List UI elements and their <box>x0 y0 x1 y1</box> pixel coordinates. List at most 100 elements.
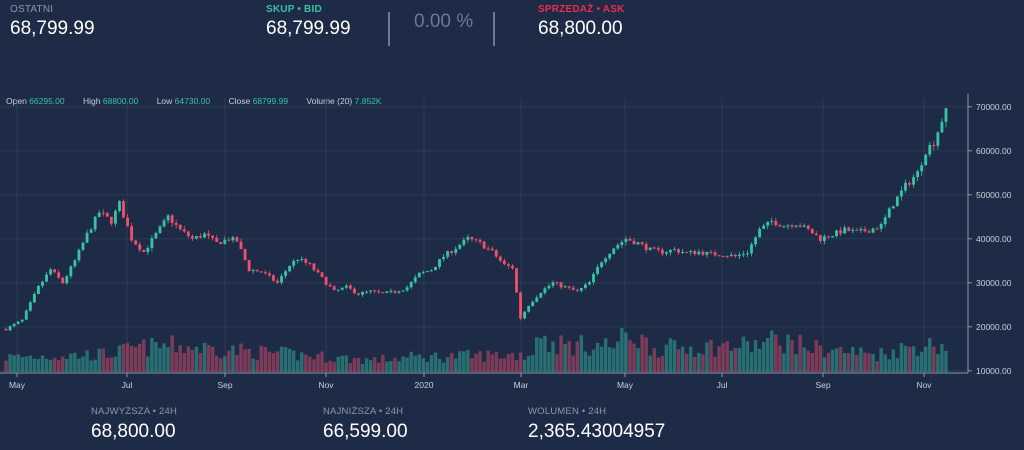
candle-body <box>203 233 206 238</box>
volume-bar <box>81 356 85 372</box>
volume-bar <box>336 356 340 372</box>
y-tick-label: 20000.00 <box>976 322 1012 332</box>
volume-bar <box>887 359 891 372</box>
candle-body <box>336 289 340 291</box>
volume-bar <box>158 348 162 372</box>
volume-bar <box>385 361 389 372</box>
candle-body <box>705 251 709 255</box>
volume-bar <box>899 343 904 372</box>
candle-body <box>563 286 567 288</box>
volume-bar <box>381 354 385 372</box>
volume-bar <box>539 338 543 372</box>
candle-body <box>450 251 454 253</box>
candle-body <box>4 329 8 331</box>
price-chart[interactable]: 70000.00 60000.00 50000.00 40000.00 30000.00… <box>0 90 1024 400</box>
candle-body <box>551 282 555 286</box>
ticker-bar: OSTATNI 68,799.99 SKUP • BID 68,799.99 0… <box>0 0 1024 60</box>
volume-bar <box>794 354 798 372</box>
volume-bar <box>486 350 490 372</box>
volume-bar <box>684 353 689 372</box>
chart-grid <box>0 98 968 373</box>
candle-body <box>276 280 279 283</box>
candle-body <box>794 225 798 227</box>
volume-bar <box>344 355 349 372</box>
candle-body <box>405 287 409 291</box>
volume-bar <box>251 358 255 372</box>
volume-bar <box>591 349 596 372</box>
volume-bar <box>154 341 158 372</box>
low-24h-block: NAJNIŻSZA • 24H 66,599.00 <box>323 406 408 443</box>
volume-bar <box>223 356 227 372</box>
candle-body <box>166 215 170 221</box>
candle-body <box>186 231 190 237</box>
volume-bar <box>932 346 936 372</box>
candle-body <box>385 291 389 294</box>
candle-body <box>89 229 93 233</box>
candle-body <box>357 293 360 295</box>
close-label: Close <box>228 96 251 106</box>
volume-bar <box>863 352 867 372</box>
candle-body <box>32 293 36 303</box>
candle-body <box>397 291 401 293</box>
volume-bar <box>745 341 750 372</box>
change-block: 0.00 % <box>414 8 473 33</box>
candle-body <box>766 221 770 226</box>
candle-body <box>438 259 441 267</box>
volume-bar <box>871 353 875 372</box>
volume-bar <box>632 343 636 372</box>
candle-body <box>77 249 81 261</box>
volume-bar <box>462 351 466 372</box>
volume-24h-value: 2,365.43004957 <box>528 421 666 442</box>
volume-bar <box>478 351 482 372</box>
candle-body <box>928 145 932 155</box>
candle-body <box>227 239 231 241</box>
candle-body <box>97 212 101 217</box>
candle-body <box>389 290 393 292</box>
candle-body <box>932 145 936 147</box>
volume-bar <box>85 350 89 372</box>
y-tick-label: 50000.00 <box>976 190 1012 200</box>
y-tick-label: 60000.00 <box>976 146 1012 156</box>
stats-bar: NAJWYŻSZA • 24H 68,800.00 NAJNIŻSZA • 24… <box>0 404 1024 450</box>
candle-body <box>677 249 680 253</box>
candle-body <box>247 260 251 272</box>
candle-body <box>709 251 713 253</box>
volume-bar <box>133 347 138 372</box>
candle-body <box>567 286 571 288</box>
volume-bar <box>65 359 69 372</box>
volume-bar <box>231 345 235 372</box>
x-tick-label: Mar <box>514 380 529 390</box>
volume-bar <box>150 337 154 372</box>
volume-bar <box>603 338 608 372</box>
open-value: 66295.00 <box>29 96 65 106</box>
candle-body <box>608 254 612 259</box>
candle-body <box>37 285 40 294</box>
candle-body <box>442 256 446 260</box>
candle-body <box>583 284 587 288</box>
candle-body <box>316 270 320 273</box>
volume-bar <box>454 358 458 372</box>
volume-bar <box>717 346 721 372</box>
candle-body <box>855 229 859 231</box>
candle-body <box>353 288 356 294</box>
volume-bar <box>89 360 93 372</box>
volume-bar <box>567 341 571 372</box>
volume-bar <box>263 347 268 372</box>
candle-body <box>28 302 32 311</box>
volume-bar <box>770 330 774 372</box>
candle-body <box>875 228 879 230</box>
volume-bar <box>437 358 442 372</box>
volume-bar <box>563 343 567 372</box>
volume-bar <box>753 340 758 372</box>
candle-body <box>940 121 944 133</box>
volume-bar <box>644 337 648 372</box>
volume-bar <box>377 362 381 372</box>
candle-body <box>681 252 685 254</box>
candle-body <box>502 260 506 265</box>
candle-body <box>158 226 162 233</box>
high-value: 68800.00 <box>102 96 139 106</box>
candle-body <box>462 239 466 245</box>
volume-bar <box>636 348 640 372</box>
candle-body <box>786 225 790 227</box>
candle-body <box>774 220 778 226</box>
